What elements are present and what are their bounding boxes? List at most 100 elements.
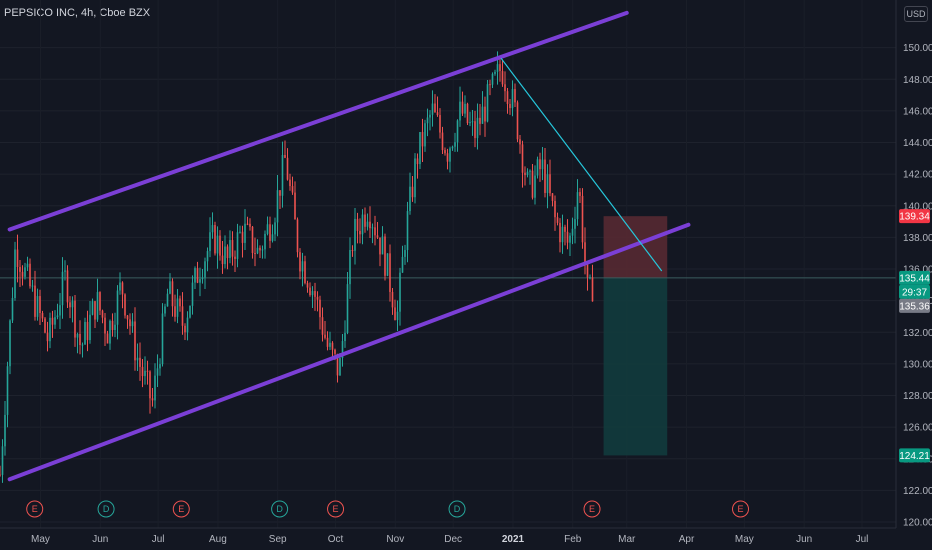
candles	[0, 51, 594, 483]
candle-body	[114, 324, 116, 331]
candle-body	[161, 313, 164, 365]
grid	[0, 47, 896, 523]
candle-body	[184, 325, 186, 333]
currency-button[interactable]: USD	[904, 6, 928, 22]
candle-body	[511, 89, 514, 109]
candle-body	[476, 117, 479, 139]
candle-body	[6, 366, 9, 415]
candle-body	[259, 247, 261, 251]
candle-body	[69, 302, 71, 308]
candle-body	[89, 314, 91, 341]
time-tick-label: Aug	[209, 534, 227, 545]
candle-body	[531, 170, 534, 198]
candle-body	[436, 112, 439, 116]
price-tick-label: 138.00	[903, 233, 932, 244]
candle-body	[449, 148, 451, 162]
candle-body	[206, 251, 209, 262]
candle-body	[154, 375, 156, 401]
candle-body	[266, 224, 269, 234]
candle-body	[389, 253, 391, 292]
candle-body	[229, 240, 231, 259]
candle-body	[261, 249, 264, 251]
candle-body	[204, 261, 206, 278]
candle-body	[221, 255, 224, 265]
candle-body	[239, 231, 241, 233]
candle-body	[444, 150, 446, 154]
price-axis[interactable]: 120.00122.00124.00126.00128.00130.00132.…	[903, 43, 932, 528]
candle-body	[119, 282, 121, 291]
candle-body	[574, 219, 576, 229]
time-tick-label: Dec	[444, 534, 462, 545]
time-tick-label: Oct	[328, 534, 344, 545]
price-tick-label: 132.00	[903, 328, 932, 339]
candle-body	[24, 267, 26, 277]
candle-body	[134, 321, 136, 361]
candle-body	[489, 84, 491, 86]
candle-body	[34, 285, 36, 317]
price-tick-label: 150.00	[903, 43, 932, 54]
candle-body	[431, 103, 434, 115]
candle-body	[121, 282, 124, 295]
price-tick-label: 122.00	[903, 486, 932, 497]
candle-body	[156, 368, 159, 376]
candle-body	[419, 132, 421, 165]
candle-body	[349, 250, 351, 285]
candle-body	[279, 190, 281, 196]
candle-body	[564, 226, 566, 232]
last-price-badge-text: 135.44	[899, 273, 930, 284]
candle-body	[286, 157, 289, 180]
candle-body	[576, 192, 579, 220]
candle-body	[356, 218, 359, 231]
candle-body	[421, 132, 424, 147]
time-tick-label: Apr	[679, 534, 695, 545]
candle-body	[224, 246, 226, 265]
trend-line	[500, 58, 663, 272]
candle-body	[189, 305, 191, 318]
event-marker-circle	[97, 500, 115, 518]
candle-body	[451, 146, 454, 149]
candle-body	[1, 446, 4, 475]
candle-body	[481, 106, 484, 124]
time-axis[interactable]: May Jun Jul Aug Sep Oct Nov Dec 2021 Feb Mar Apr May…	[31, 534, 868, 545]
candle-body	[519, 139, 521, 145]
candle-body	[524, 172, 526, 176]
candle-body	[426, 117, 429, 124]
countdown-badge-bg	[899, 284, 930, 299]
candle-body	[251, 226, 254, 254]
price-tick-label: 136.00	[903, 265, 932, 276]
candle-body	[354, 218, 356, 251]
event-marker-label: E	[589, 504, 595, 514]
target-price-badge-text: 124.21	[899, 451, 930, 462]
price-tick-label: 126.00	[903, 423, 932, 434]
candle-body	[171, 281, 174, 307]
price-tick-label: 144.00	[903, 138, 932, 149]
candle-body	[111, 320, 114, 331]
candle-body	[589, 277, 591, 279]
event-marker-circle	[271, 500, 289, 518]
candle-body	[166, 293, 169, 307]
candle-body	[324, 334, 326, 338]
candle-body	[384, 236, 386, 276]
candle-body	[26, 263, 29, 268]
candle-body	[276, 190, 279, 223]
candle-body	[304, 261, 306, 284]
candle-body	[116, 290, 119, 325]
candle-body	[106, 333, 109, 344]
candle-body	[284, 154, 286, 158]
candle-body	[126, 315, 129, 320]
event-marker-label: E	[333, 504, 339, 514]
time-tick-label: Mar	[618, 534, 636, 545]
current-price-badge-bg	[899, 298, 930, 313]
candle-body	[411, 186, 414, 198]
candle-body	[131, 321, 134, 327]
candle-body	[181, 306, 184, 326]
candle-body	[504, 84, 506, 92]
candle-body	[236, 232, 239, 259]
candle-body	[254, 253, 256, 255]
time-tick-label: Feb	[564, 534, 582, 545]
candle-body	[216, 235, 219, 254]
candle-body	[104, 317, 106, 334]
candle-body	[441, 132, 444, 151]
candle-body	[396, 311, 399, 321]
